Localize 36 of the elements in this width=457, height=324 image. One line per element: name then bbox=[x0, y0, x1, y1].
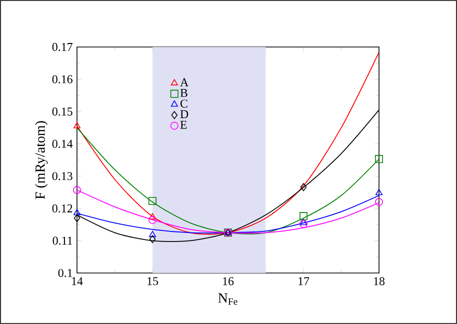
y-axis-title: F (mRy/atom) bbox=[35, 121, 48, 200]
x-tick-label: 14 bbox=[72, 277, 83, 286]
point bbox=[300, 220, 308, 228]
point bbox=[375, 198, 384, 206]
y-tick-label: 0.15 bbox=[52, 108, 72, 116]
point bbox=[300, 212, 308, 220]
y-tick-label: 0.11 bbox=[52, 236, 72, 245]
point bbox=[148, 216, 157, 224]
legend-label: C bbox=[180, 100, 188, 108]
x-tick-label: 17 bbox=[298, 277, 310, 286]
point bbox=[300, 218, 308, 226]
y-tick-label: 0.14 bbox=[52, 140, 73, 148]
point bbox=[73, 208, 81, 216]
point bbox=[375, 188, 383, 196]
point bbox=[300, 183, 307, 192]
legend-label: B bbox=[180, 88, 188, 97]
y-tick-label: 0.12 bbox=[52, 204, 72, 212]
y-tick-label: 0.1 bbox=[58, 268, 72, 278]
point bbox=[148, 230, 156, 238]
legend-label: A bbox=[180, 78, 189, 86]
y-tick-label: 0.13 bbox=[52, 172, 72, 180]
point bbox=[149, 235, 156, 244]
x-tick-label: 15 bbox=[148, 277, 158, 286]
y-tick-label: 0.17 bbox=[52, 42, 72, 52]
point bbox=[375, 155, 384, 164]
line-series bbox=[77, 127, 380, 234]
point bbox=[73, 122, 81, 128]
y-tick-label: 0.16 bbox=[52, 75, 72, 84]
legend-label: D bbox=[180, 110, 188, 118]
x-tick-label: 16 bbox=[223, 277, 234, 286]
x-axis-title: N$_{Fe}$ bbox=[218, 293, 238, 305]
legend-label: E bbox=[180, 120, 187, 129]
point bbox=[148, 213, 156, 220]
point bbox=[148, 197, 157, 205]
x-tick-label: 18 bbox=[374, 277, 385, 286]
point bbox=[73, 186, 82, 194]
